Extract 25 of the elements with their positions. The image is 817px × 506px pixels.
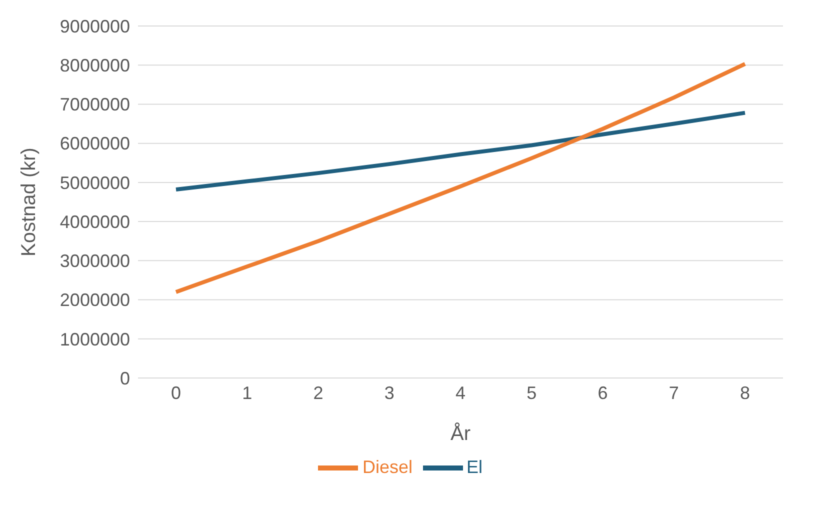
line-series [174,62,747,294]
y-tick-label: 3000000 [60,251,130,272]
y-tick-label: 9000000 [60,16,130,36]
y-tick-label: 8000000 [60,56,130,76]
y-tick-label: 0 [120,368,130,388]
x-tick-label: 4 [455,382,466,403]
y-tick-label: 7000000 [60,94,130,115]
x-tick-label: 7 [668,382,679,403]
y-axis-title: Kostnad (kr) [18,148,40,256]
x-tick-label: 8 [740,382,750,403]
x-tick-label: 3 [384,382,394,403]
y-tick-label: 4000000 [60,212,130,232]
x-axis-title: År [450,422,471,445]
x-tick-label: 5 [526,382,537,403]
legend-label: Diesel [362,456,412,477]
x-tick-label: 1 [242,382,252,403]
y-tick-label: 6000000 [60,134,130,154]
y-tick-label: 1000000 [60,329,130,350]
y-tick-label: 5000000 [60,172,130,193]
legend-label: El [466,456,483,477]
x-tick-label: 6 [598,382,608,403]
x-tick-label: 0 [170,382,182,403]
line-series [174,110,747,192]
x-tick-label: 2 [313,382,324,403]
y-tick-label: 2000000 [60,290,130,310]
